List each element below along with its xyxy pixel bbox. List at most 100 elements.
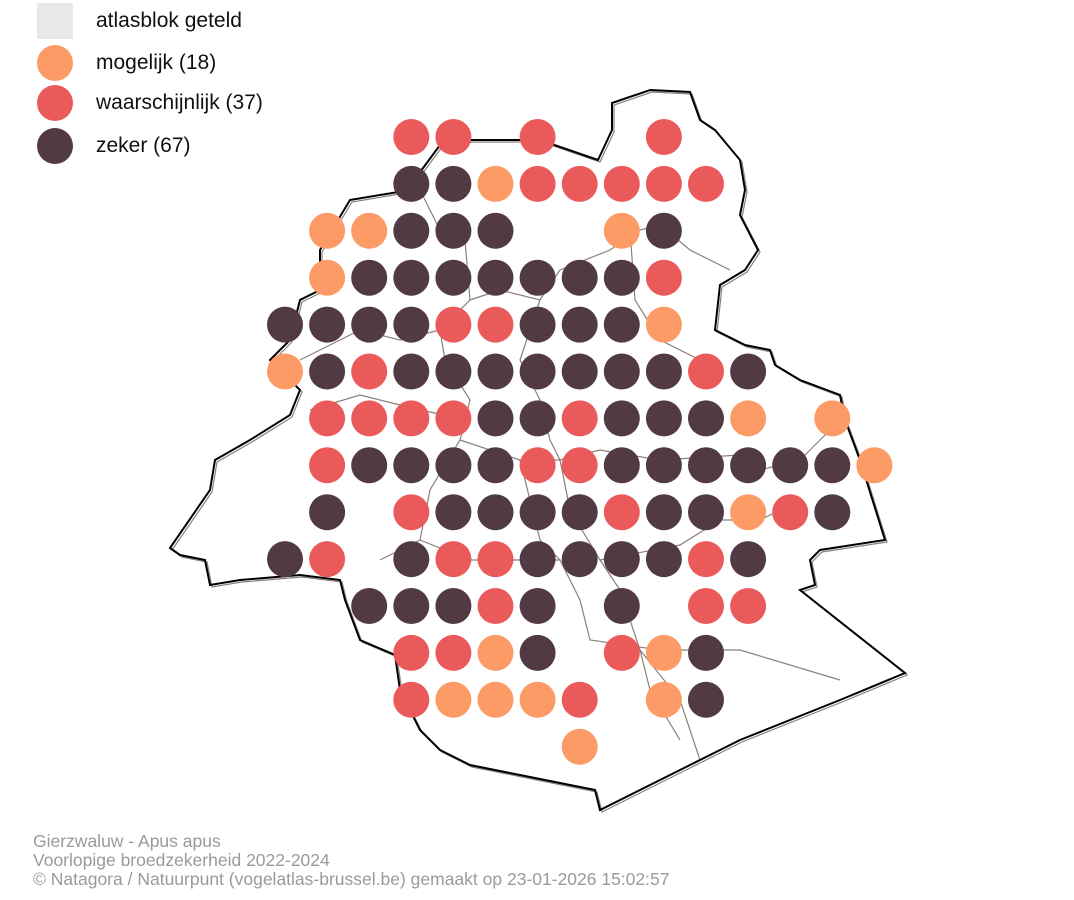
legend-swatch-circle bbox=[37, 45, 73, 81]
dot-zeker bbox=[435, 259, 472, 296]
dot-zeker bbox=[519, 634, 556, 671]
dot-zeker bbox=[477, 259, 514, 296]
dot-waarschijnlijk bbox=[561, 165, 598, 202]
dot-waarschijnlijk bbox=[603, 634, 640, 671]
dot-zeker bbox=[519, 494, 556, 531]
atlas-block-dots bbox=[267, 119, 893, 765]
caption-subtitle: Voorlopige broedzekerheid 2022-2024 bbox=[33, 850, 330, 870]
dot-waarschijnlijk bbox=[772, 494, 809, 531]
dot-zeker bbox=[645, 541, 682, 578]
dot-zeker bbox=[561, 306, 598, 343]
dot-mogelijk bbox=[435, 681, 472, 718]
dot-waarschijnlijk bbox=[477, 541, 514, 578]
dot-zeker bbox=[603, 306, 640, 343]
dot-zeker bbox=[351, 588, 388, 624]
dot-waarschijnlijk bbox=[393, 494, 430, 531]
dot-waarschijnlijk bbox=[688, 165, 724, 202]
legend-swatch-circle bbox=[37, 128, 73, 164]
dot-mogelijk bbox=[561, 728, 598, 765]
dot-zeker bbox=[519, 588, 556, 624]
dot-zeker bbox=[561, 541, 598, 578]
dot-zeker bbox=[393, 447, 430, 484]
dot-zeker bbox=[814, 447, 851, 484]
dot-zeker bbox=[603, 541, 640, 578]
dot-mogelijk bbox=[645, 681, 682, 718]
dot-zeker bbox=[351, 447, 388, 484]
dot-mogelijk bbox=[351, 212, 388, 249]
caption-species: Gierzwaluw - Apus apus bbox=[33, 831, 221, 851]
dot-waarschijnlijk bbox=[309, 541, 346, 578]
dot-mogelijk bbox=[856, 447, 893, 484]
dot-mogelijk bbox=[309, 212, 346, 249]
dot-mogelijk bbox=[730, 494, 767, 531]
dot-zeker bbox=[645, 494, 682, 531]
dot-zeker bbox=[730, 447, 767, 484]
commune-border bbox=[469, 224, 731, 301]
dot-zeker bbox=[730, 353, 767, 390]
dot-zeker bbox=[267, 306, 303, 343]
dot-mogelijk bbox=[603, 212, 640, 249]
dot-waarschijnlijk bbox=[645, 165, 682, 202]
dot-zeker bbox=[309, 306, 346, 343]
dot-zeker bbox=[519, 400, 556, 437]
dot-zeker bbox=[435, 353, 472, 390]
dot-waarschijnlijk bbox=[688, 541, 724, 578]
dot-waarschijnlijk bbox=[561, 447, 598, 484]
dot-zeker bbox=[435, 165, 472, 202]
legend-label: mogelijk (18) bbox=[96, 51, 217, 74]
dot-zeker bbox=[688, 681, 724, 718]
dot-zeker bbox=[561, 259, 598, 296]
dot-zeker bbox=[603, 447, 640, 484]
dot-waarschijnlijk bbox=[477, 588, 514, 624]
dot-zeker bbox=[309, 494, 346, 531]
dot-mogelijk bbox=[477, 681, 514, 718]
dot-waarschijnlijk bbox=[645, 259, 682, 296]
commune-border bbox=[519, 299, 561, 461]
dot-mogelijk bbox=[645, 306, 682, 343]
dot-mogelijk bbox=[477, 165, 514, 202]
dot-waarschijnlijk bbox=[645, 119, 682, 155]
dot-zeker bbox=[477, 353, 514, 390]
dot-zeker bbox=[351, 306, 388, 343]
dot-waarschijnlijk bbox=[477, 306, 514, 343]
dot-waarschijnlijk bbox=[435, 400, 472, 437]
dot-waarschijnlijk bbox=[688, 588, 724, 624]
dot-mogelijk bbox=[309, 259, 346, 296]
dot-zeker bbox=[688, 634, 724, 671]
dot-zeker bbox=[477, 494, 514, 531]
legend-item-mogelijk: mogelijk (18) bbox=[37, 44, 216, 82]
caption-credits: © Natagora / Natuurpunt (vogelatlas-brus… bbox=[33, 869, 670, 889]
legend-swatch-circle bbox=[37, 85, 73, 121]
dot-zeker bbox=[561, 353, 598, 390]
dot-mogelijk bbox=[267, 353, 303, 390]
dot-zeker bbox=[351, 259, 388, 296]
dot-waarschijnlijk bbox=[351, 400, 388, 437]
dot-mogelijk bbox=[519, 681, 556, 718]
dot-waarschijnlijk bbox=[519, 119, 556, 155]
legend-swatch-square bbox=[37, 3, 73, 39]
dot-zeker bbox=[603, 400, 640, 437]
dot-zeker bbox=[814, 494, 851, 531]
dot-waarschijnlijk bbox=[519, 165, 556, 202]
dot-zeker bbox=[519, 259, 556, 296]
dot-waarschijnlijk bbox=[351, 353, 388, 390]
dot-mogelijk bbox=[645, 634, 682, 671]
dot-waarschijnlijk bbox=[603, 165, 640, 202]
dot-waarschijnlijk bbox=[393, 634, 430, 671]
dot-zeker bbox=[645, 400, 682, 437]
dot-zeker bbox=[772, 447, 809, 484]
dot-mogelijk bbox=[730, 400, 767, 437]
dot-zeker bbox=[393, 353, 430, 390]
legend-label: zeker (67) bbox=[96, 134, 191, 157]
dot-zeker bbox=[309, 353, 346, 390]
dot-zeker bbox=[645, 447, 682, 484]
dot-zeker bbox=[393, 165, 430, 202]
dot-zeker bbox=[603, 259, 640, 296]
dot-mogelijk bbox=[814, 400, 851, 437]
legend-item-zeker: zeker (67) bbox=[37, 127, 191, 165]
dot-zeker bbox=[477, 447, 514, 484]
dot-zeker bbox=[267, 541, 303, 578]
dot-waarschijnlijk bbox=[393, 400, 430, 437]
legend-item-waarschijnlijk: waarschijnlijk (37) bbox=[37, 84, 263, 122]
